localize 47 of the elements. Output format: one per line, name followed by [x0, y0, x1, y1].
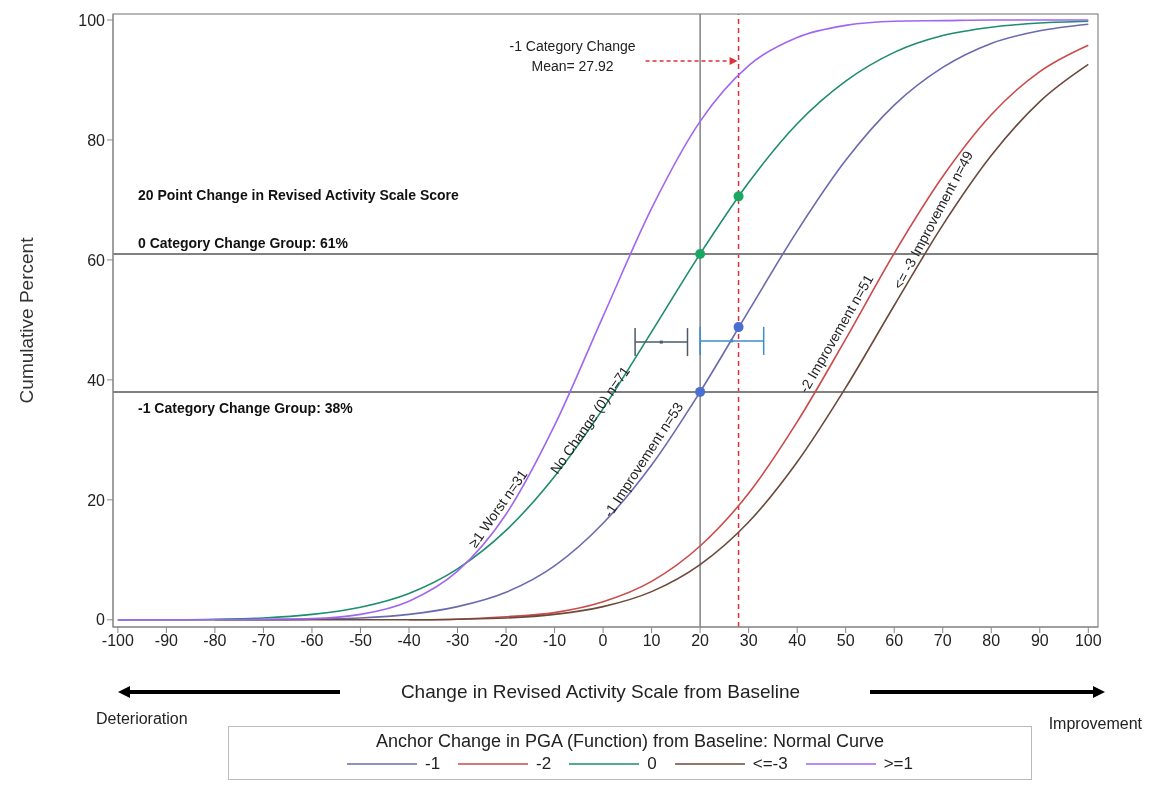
x-tick-label: 20 [691, 632, 710, 650]
legend-title: Anchor Change in PGA (Function) from Baseline: Normal Curve [374, 730, 886, 753]
ref-line-label: 0 Category Change Group: 61% [138, 234, 349, 251]
ref-line-label: -1 Category Change Mean= 27.92 [509, 38, 636, 74]
ref-line-label: -1 Category Change Group: 38% [138, 399, 354, 416]
x-tick-label: -60 [300, 632, 324, 650]
x-tick-label: -90 [154, 632, 179, 650]
x-tick-label: 60 [885, 632, 904, 650]
point [733, 322, 744, 333]
legend-label: >=1 [883, 753, 913, 775]
point [730, 339, 734, 343]
x-tick-label: -10 [542, 632, 567, 650]
y-tick-label: 20 [87, 491, 106, 509]
x-tick-label: 0 [598, 632, 608, 650]
point [733, 191, 744, 202]
x-tick-label: 30 [739, 632, 758, 650]
x-tick-label: 90 [1030, 632, 1049, 650]
point [695, 248, 706, 259]
legend-label: <=-3 [752, 753, 788, 775]
legend-label: -1 [424, 753, 441, 775]
y-tick-label: 100 [78, 11, 106, 29]
x-tick-label: -70 [251, 632, 276, 650]
x-tick-label: -30 [445, 632, 470, 650]
x-tick-label: -20 [494, 632, 518, 650]
x-tick-label: -50 [348, 632, 373, 650]
text: Deterioration [96, 710, 188, 727]
x-tick-label: 100 [1074, 632, 1102, 650]
x-axis-title: Change in Revised Activity Scale from Baseline [400, 681, 801, 702]
x-tick-label: 70 [933, 632, 952, 650]
y-axis-title: Cumulative Percent [15, 236, 37, 404]
point [695, 386, 706, 397]
annotation: 20 Point Change in Revised Activity Scale Score [138, 186, 460, 203]
x-tick-label: -80 [203, 632, 227, 650]
x-tick-label: 50 [836, 632, 855, 650]
legend-label: 0 [647, 753, 657, 775]
x-tick-label: -100 [101, 632, 134, 650]
legend-label: -2 [536, 753, 552, 775]
x-tick-label: 80 [982, 632, 1001, 650]
text: Improvement [1048, 715, 1143, 732]
point [659, 340, 663, 344]
x-tick-label: 10 [642, 632, 661, 650]
y-tick-label: 0 [96, 611, 106, 629]
x-tick-label: 40 [788, 632, 807, 650]
y-tick-label: 40 [87, 371, 106, 389]
x-tick-label: -40 [397, 632, 421, 650]
y-tick-label: 60 [87, 251, 106, 269]
y-tick-label: 80 [87, 131, 106, 149]
